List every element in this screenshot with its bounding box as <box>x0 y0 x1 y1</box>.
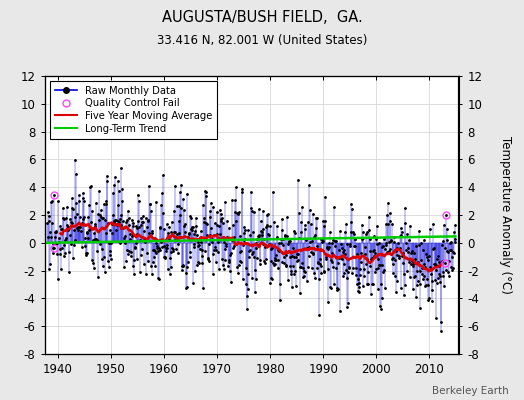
Text: Berkeley Earth: Berkeley Earth <box>432 386 508 396</box>
Text: AUGUSTA/BUSH FIELD,  GA.: AUGUSTA/BUSH FIELD, GA. <box>161 10 363 25</box>
Legend: Raw Monthly Data, Quality Control Fail, Five Year Moving Average, Long-Term Tren: Raw Monthly Data, Quality Control Fail, … <box>50 81 217 138</box>
Text: 33.416 N, 82.001 W (United States): 33.416 N, 82.001 W (United States) <box>157 34 367 47</box>
Y-axis label: Temperature Anomaly (°C): Temperature Anomaly (°C) <box>499 136 512 294</box>
